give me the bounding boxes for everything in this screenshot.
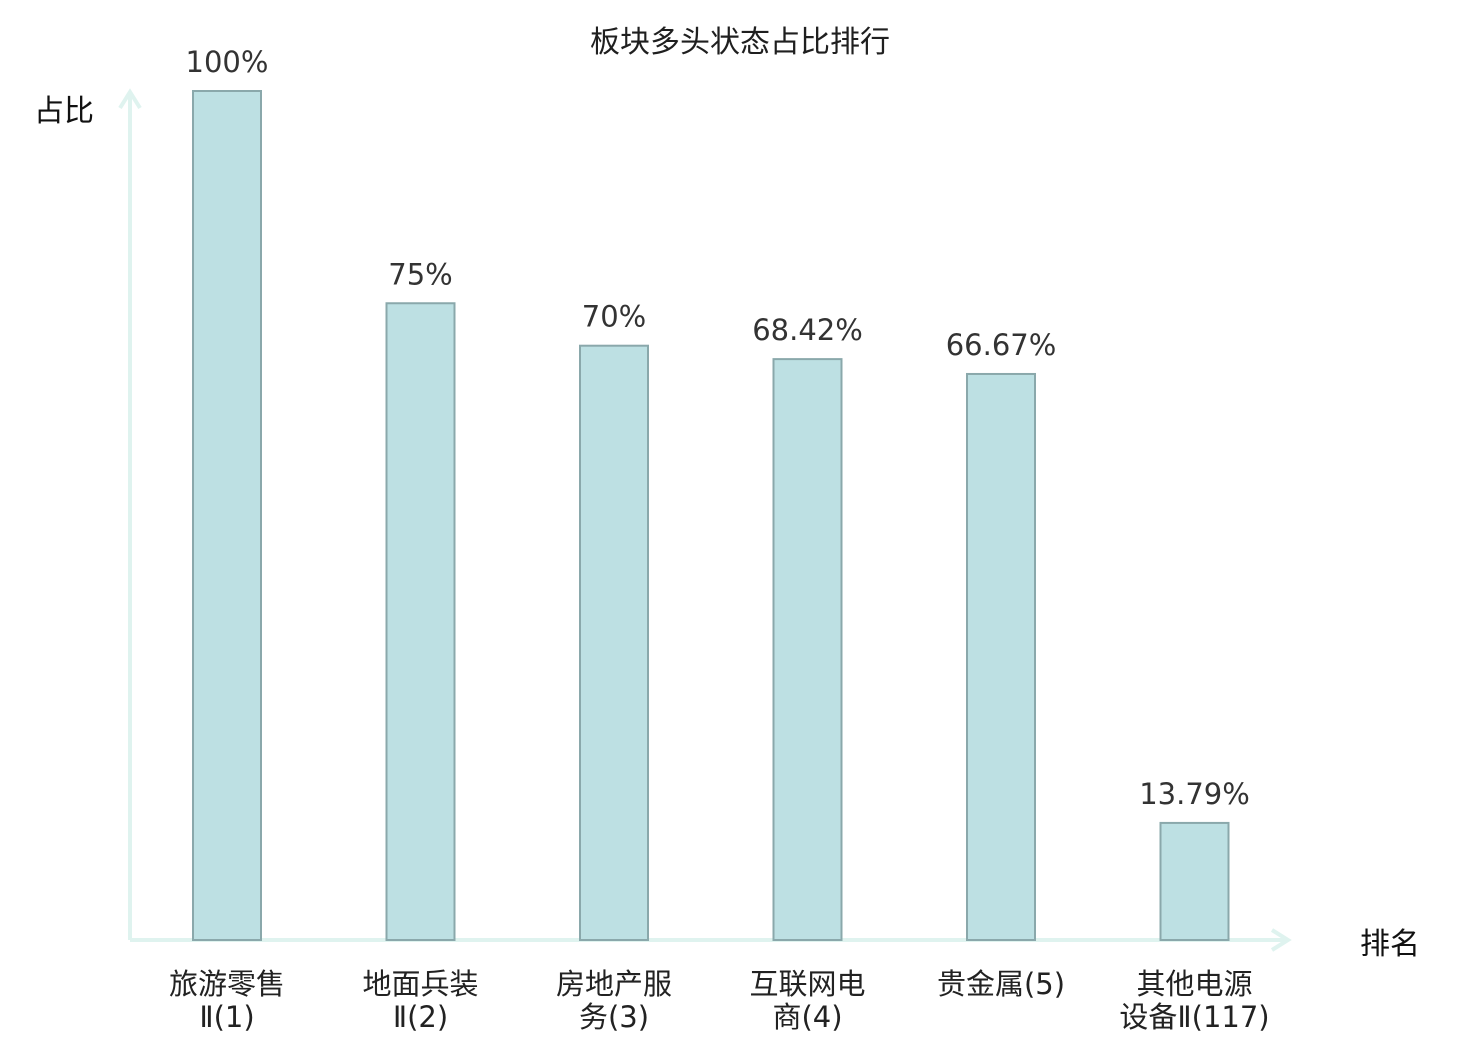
bar-3 bbox=[579, 344, 649, 941]
value-label-6: 13.79% bbox=[1139, 777, 1250, 811]
value-label-2: 75% bbox=[388, 257, 452, 291]
bar-6 bbox=[1159, 821, 1230, 942]
y-axis-label: 占比 bbox=[34, 94, 94, 129]
bar-4 bbox=[772, 358, 843, 941]
x-axis-arrow bbox=[1270, 928, 1292, 952]
category-label-line: 房地产服 bbox=[556, 967, 672, 1001]
category-label-line: 互联网电 bbox=[749, 967, 865, 1001]
category-label-3: 房地产服务(3) bbox=[556, 967, 672, 1034]
category-label-2: 地面兵装 Ⅱ(2) bbox=[362, 967, 478, 1034]
category-label-line: 其他电源 bbox=[1136, 967, 1252, 1001]
value-label-4: 68.42% bbox=[752, 313, 863, 347]
chart-title: 板块多头状态占比排行 bbox=[590, 25, 890, 60]
value-label-5: 66.67% bbox=[946, 328, 1057, 362]
category-label-line: 贵金属(5) bbox=[937, 967, 1065, 1001]
category-label-line: 地面兵装 bbox=[362, 967, 478, 1001]
category-label-line: 设备Ⅱ(117) bbox=[1119, 1000, 1269, 1034]
bar-1 bbox=[192, 90, 262, 941]
category-label-6: 其他电源设备Ⅱ(117) bbox=[1119, 967, 1269, 1034]
value-label-1: 100% bbox=[186, 45, 269, 79]
category-label-1: 旅游零售 Ⅱ(1) bbox=[169, 967, 285, 1034]
category-label-line: 务(3) bbox=[579, 1000, 649, 1034]
category-label-line: Ⅱ(1) bbox=[199, 1000, 254, 1034]
bar-5 bbox=[966, 372, 1036, 942]
category-label-5: 贵金属(5) bbox=[937, 967, 1065, 1001]
category-label-line: 商(4) bbox=[772, 1000, 842, 1034]
value-label-3: 70% bbox=[582, 300, 646, 334]
category-labels-layer: 旅游零售 Ⅱ(1) 地面兵装 Ⅱ(2) 房地产服务(3) 互联网电商(4) 贵金属(5) 其他… bbox=[169, 967, 1270, 1034]
category-label-line: Ⅱ(2) bbox=[393, 1000, 448, 1034]
bars-layer bbox=[192, 90, 1230, 942]
y-axis-arrow bbox=[118, 88, 142, 110]
bar-2 bbox=[385, 302, 456, 941]
x-axis-label: 排名 bbox=[1360, 927, 1420, 962]
category-label-4: 互联网电商(4) bbox=[749, 967, 865, 1034]
category-label-line: 旅游零售 bbox=[169, 967, 285, 1001]
value-labels-layer: 100% 75% 70% 68.42% 66.67% 13.79% bbox=[186, 45, 1250, 811]
